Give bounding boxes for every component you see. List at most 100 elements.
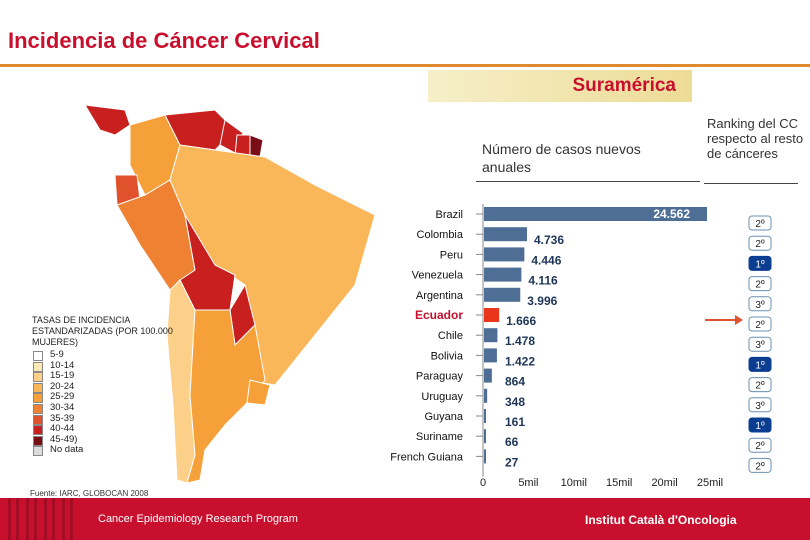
legend-item: 35-39 [33, 413, 153, 425]
x-tick-label: 10mil [561, 477, 587, 489]
legend-label: 5-9 [50, 349, 64, 360]
legend-item: 15-19 [33, 370, 153, 383]
legend-swatch [33, 351, 43, 361]
legend-item: 5-9 [33, 349, 153, 361]
category-label: French Guiana [390, 451, 464, 463]
rank-label: 2º [755, 441, 765, 452]
value-label: 4.446 [531, 253, 561, 267]
legend-item: 40-44 [33, 423, 153, 436]
category-label: Brazil [435, 209, 463, 221]
category-label: Suriname [416, 431, 463, 443]
bar [484, 308, 500, 322]
footer-stripe [8, 498, 11, 540]
value-label: 1.478 [505, 334, 535, 348]
map-region-french-guiana [249, 134, 264, 158]
legend-item: 25-29 [33, 392, 153, 404]
rank-badge [748, 356, 772, 372]
x-tick-label: 0 [480, 477, 486, 489]
legend-label: 15-19 [50, 370, 75, 382]
x-tick-label: 20mil [651, 477, 677, 489]
cases-title: Número de casos nuevos anuales [482, 141, 641, 175]
value-label: 1.422 [505, 354, 535, 368]
rank-badge [748, 457, 772, 473]
category-label: Venezuela [412, 270, 464, 282]
rank-badge [748, 255, 772, 271]
legend-label: 10-14 [50, 359, 75, 371]
bar [484, 328, 498, 343]
source-note: Fuente: IARC, GLOBOCAN 2008 [30, 489, 149, 498]
rank-badge [748, 215, 772, 231]
legend: 5-9 10-14 15-19 20-24 25-29 30-34 35-39 40-44 45… [33, 349, 153, 457]
legend-label: No data [50, 444, 84, 456]
south-america-map [85, 105, 376, 484]
rank-badge [748, 235, 772, 251]
rank-badge [748, 437, 772, 453]
rank-label: 3º [755, 401, 765, 412]
footer-stripe [44, 498, 47, 540]
bar [484, 287, 521, 302]
rank-label: 2º [755, 219, 765, 230]
bar [484, 429, 486, 444]
legend-swatch [33, 361, 43, 372]
legend-swatch [33, 414, 43, 425]
region-label: Suramérica [572, 75, 676, 96]
legend-swatch [33, 382, 43, 393]
value-label: 24.562 [653, 207, 690, 221]
legend-swatch [33, 393, 43, 404]
legend-label: 20-24 [50, 380, 75, 392]
ranking-title-rule [704, 183, 798, 184]
footer-bar [0, 498, 810, 540]
bar [484, 348, 497, 363]
value-label: 27 [505, 455, 519, 469]
rank-badge [748, 296, 772, 312]
footer-stripe [34, 498, 37, 540]
footer-stripe [52, 498, 55, 540]
category-label: Argentina [416, 290, 464, 302]
cases-bar-chart: Brazil 24.562 2º Colombia 4.736 2º Peru 4.446 1º… [390, 204, 772, 489]
rank-label: 2º [755, 320, 765, 331]
bar [484, 267, 522, 282]
legend-label: 45-49) [50, 433, 78, 445]
bar [484, 207, 708, 221]
value-label: 4.736 [534, 233, 564, 247]
legend-swatch [33, 446, 43, 457]
arrow-icon [705, 315, 743, 325]
legend-swatch [33, 425, 43, 436]
bar [484, 409, 486, 423]
bar [484, 388, 488, 403]
footer-institute: Institut Català d'Oncologia [585, 513, 737, 527]
map-region-suriname [234, 134, 251, 156]
legend-item: No data [33, 444, 153, 457]
map-region-uruguay [246, 379, 271, 406]
legend-item: 30-34 [33, 402, 153, 414]
category-label: Colombia [417, 229, 464, 241]
legend-swatch [33, 403, 43, 414]
rank-label: 3º [755, 300, 765, 311]
region-banner [428, 70, 692, 102]
legend-label: 40-44 [50, 423, 75, 435]
rank-label: 1º [755, 259, 765, 270]
legend-title: TASAS DE INCIDENCIA ESTANDARIZADAS (POR … [32, 315, 173, 347]
category-label: Ecuador [415, 308, 463, 322]
legend-item: 20-24 [33, 380, 153, 393]
value-label: 348 [505, 395, 525, 409]
rank-label: 2º [755, 239, 765, 250]
title-divider [0, 64, 810, 67]
rank-label: 3º [755, 340, 765, 351]
legend-item: 45-49) [33, 433, 153, 446]
bar [484, 247, 525, 262]
bar [484, 368, 492, 383]
rank-label: 2º [755, 280, 765, 291]
ranking-title: Ranking del CC respecto al resto de cánc… [707, 116, 804, 161]
value-label: 1.666 [506, 314, 536, 328]
category-label: Bolivia [431, 350, 464, 362]
value-label: 864 [505, 375, 525, 389]
value-label: 161 [505, 415, 525, 429]
footer-stripe [62, 498, 65, 540]
category-label: Paraguay [416, 371, 464, 383]
rank-label: 2º [755, 381, 765, 392]
value-label: 4.116 [528, 274, 558, 288]
bar [484, 227, 528, 242]
rank-badge [748, 316, 772, 332]
category-label: Peru [440, 249, 463, 261]
